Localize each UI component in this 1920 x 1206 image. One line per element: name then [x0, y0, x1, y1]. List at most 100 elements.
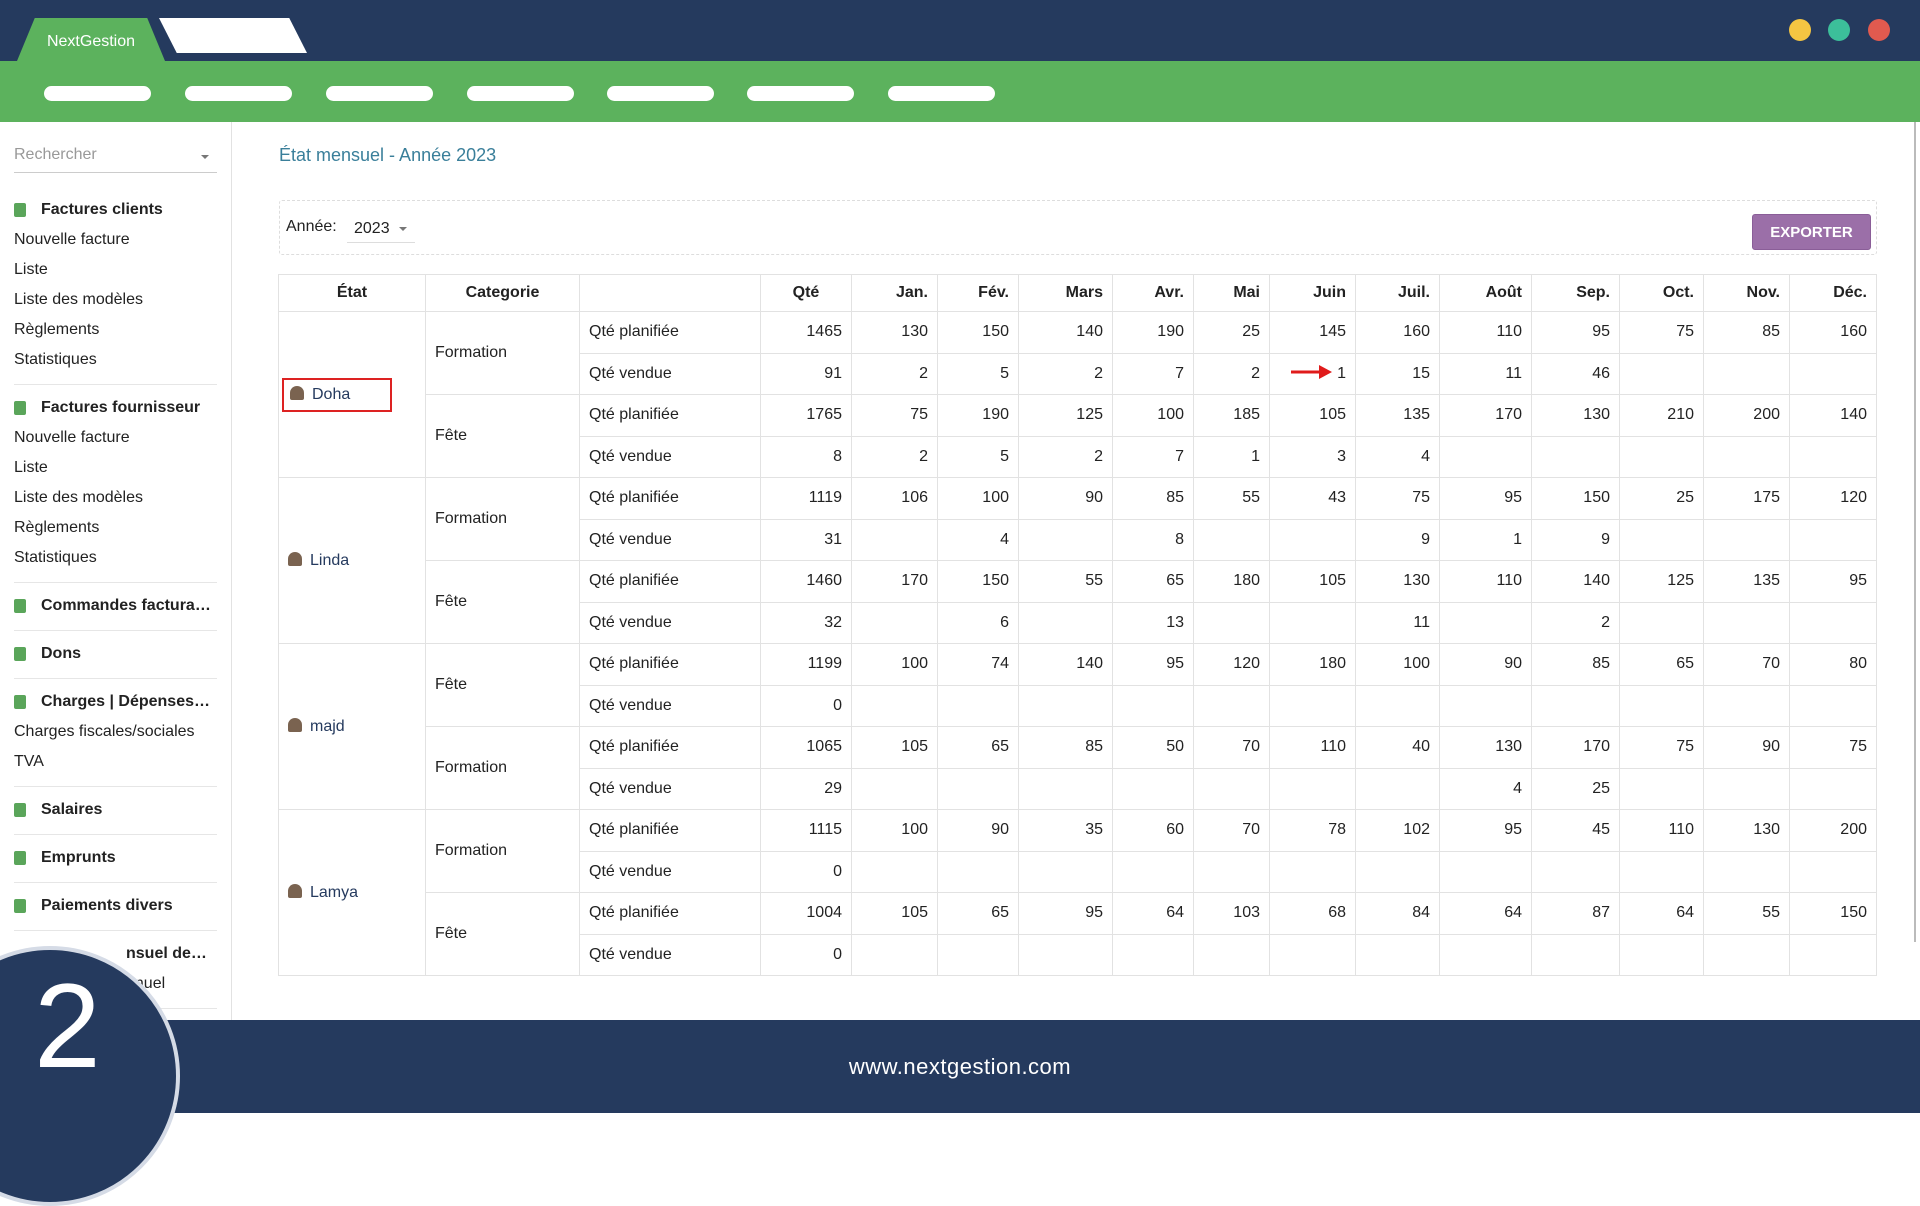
month-cell	[1703, 601, 1790, 644]
category-cell: Fête	[425, 560, 580, 644]
section-title[interactable]: Commandes factura…	[14, 591, 217, 621]
menu-pill[interactable]	[467, 86, 574, 101]
person-name[interactable]: Doha	[312, 385, 351, 403]
blank-tab[interactable]	[159, 18, 307, 53]
month-cell: 130	[1355, 560, 1440, 603]
month-cell	[1531, 435, 1620, 478]
month-value: 64	[1166, 904, 1184, 922]
section-item[interactable]: Règlements	[14, 519, 100, 536]
month-cell	[937, 684, 1019, 727]
window-dot[interactable]	[1789, 19, 1811, 41]
section-title[interactable]: Factures fournisseur	[14, 393, 217, 423]
section-title[interactable]: Paiements divers	[14, 891, 217, 921]
month-cell	[1789, 684, 1877, 727]
month-cell	[1789, 601, 1877, 644]
month-cell	[1269, 518, 1356, 561]
person-name[interactable]: majd	[310, 717, 345, 735]
month-cell: 95	[1531, 311, 1620, 354]
person[interactable]: Doha	[282, 377, 393, 412]
section-title[interactable]: Dons	[14, 639, 217, 669]
month-cell: 110	[1439, 560, 1532, 603]
person[interactable]: Linda	[282, 546, 389, 576]
month-value: 70	[1242, 821, 1260, 839]
total-cell: 1004	[760, 892, 852, 935]
month-value: 2	[1251, 364, 1260, 382]
month-cell	[1703, 933, 1790, 976]
section-item[interactable]: Nouvelle facture	[14, 231, 130, 248]
month-cell	[1531, 684, 1620, 727]
section-item[interactable]: Liste	[14, 459, 48, 476]
month-cell: 68	[1269, 892, 1356, 935]
menu-pill[interactable]	[326, 86, 433, 101]
person-cell: Linda	[278, 477, 426, 644]
window-dot[interactable]	[1828, 19, 1850, 41]
scrollbar[interactable]	[1914, 122, 1916, 942]
menu-pill[interactable]	[44, 86, 151, 101]
section-title[interactable]: Factures clients	[14, 195, 217, 225]
month-cell	[1112, 850, 1194, 893]
month-value: 135	[1403, 406, 1430, 424]
section-item[interactable]: Règlements	[14, 321, 100, 338]
month-cell: 140	[1018, 643, 1113, 686]
month-value: 65	[1166, 572, 1184, 590]
month-cell: 2	[1531, 601, 1620, 644]
month-value: 43	[1328, 489, 1346, 507]
month-cell: 160	[1355, 311, 1440, 354]
section-item[interactable]: Statistiques	[14, 351, 97, 368]
year-select[interactable]: 2023	[347, 211, 415, 243]
person[interactable]: Lamya	[282, 878, 398, 908]
month-cell: 55	[1018, 560, 1113, 603]
section-item[interactable]: TVA	[14, 753, 44, 770]
section-title[interactable]: Salaires	[14, 795, 217, 825]
app-tab[interactable]: NextGestion	[17, 18, 165, 61]
month-cell: 64	[1619, 892, 1704, 935]
person[interactable]: majd	[282, 712, 385, 742]
month-cell	[1703, 518, 1790, 561]
month-value: 130	[1403, 572, 1430, 590]
month-cell: 170	[851, 560, 938, 603]
category-cell: Formation	[425, 726, 580, 810]
month-value: 11	[1413, 613, 1430, 631]
month-value: 85	[1762, 323, 1780, 341]
person-name[interactable]: Linda	[310, 551, 350, 569]
section-item[interactable]: Liste des modèles	[14, 489, 143, 506]
month-cell: 70	[1703, 643, 1790, 686]
month-cell: 78	[1269, 809, 1356, 852]
export-button[interactable]: EXPORTER	[1752, 214, 1871, 250]
section-title[interactable]: Charges | Dépenses…	[14, 687, 217, 717]
search-box[interactable]: Rechercher	[14, 140, 217, 173]
month-value: 8	[1175, 530, 1184, 548]
month-cell: 87	[1531, 892, 1620, 935]
section-item[interactable]: Nouvelle facture	[14, 429, 130, 446]
sidebar-section: Commandes factura…	[14, 583, 217, 631]
month-cell	[1193, 518, 1270, 561]
month-value: 180	[1319, 655, 1346, 673]
step-badge: 2	[34, 959, 101, 1093]
section-item[interactable]: Statistiques	[14, 549, 97, 566]
menu-pill[interactable]	[607, 86, 714, 101]
section-title[interactable]: Emprunts	[14, 843, 217, 873]
menu-pill[interactable]	[888, 86, 995, 101]
month-value: 45	[1592, 821, 1610, 839]
row-label: Qté vendue	[579, 767, 761, 810]
section-item[interactable]: Liste des modèles	[14, 291, 143, 308]
menu-pill[interactable]	[185, 86, 292, 101]
month-value: 65	[991, 904, 1009, 922]
section-item[interactable]: Charges fiscales/sociales	[14, 723, 195, 740]
month-value: 95	[1849, 572, 1867, 590]
month-value: 2	[1094, 447, 1103, 465]
month-cell: 65	[1112, 560, 1194, 603]
month-value: 74	[991, 655, 1009, 673]
month-cell: 130	[1531, 394, 1620, 437]
month-value: 110	[1668, 821, 1694, 839]
menu-pill[interactable]	[747, 86, 854, 101]
window-dot[interactable]	[1868, 19, 1890, 41]
section-title[interactable]: nsuel de…	[126, 945, 207, 962]
month-cell	[1703, 684, 1790, 727]
person-name[interactable]: Lamya	[310, 883, 359, 901]
month-value: 4	[1513, 779, 1522, 797]
section-item[interactable]: Liste	[14, 261, 48, 278]
total-cell: 31	[760, 518, 852, 561]
month-value: 1	[1337, 365, 1346, 383]
month-cell	[1018, 518, 1113, 561]
